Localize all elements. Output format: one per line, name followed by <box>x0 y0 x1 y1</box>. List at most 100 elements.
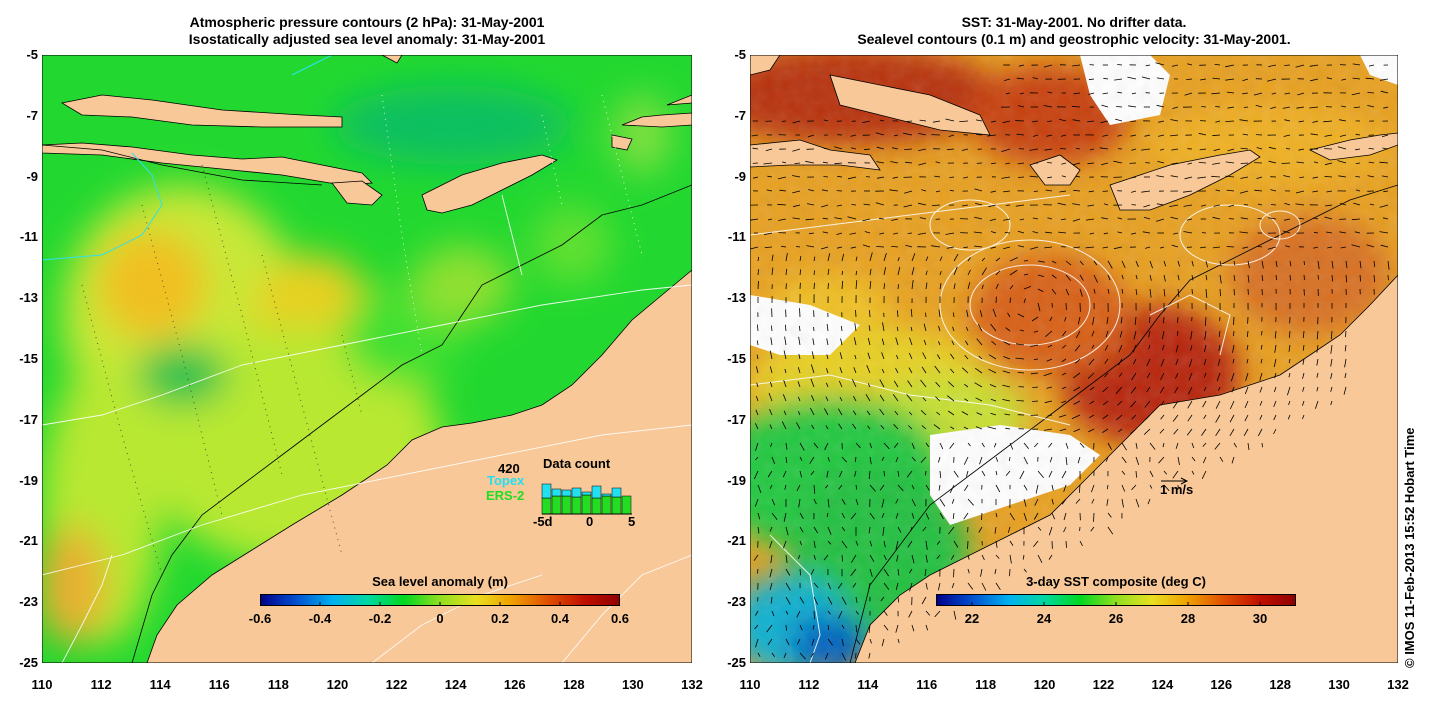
velocity-arrow <box>1015 357 1025 360</box>
velocity-arrow <box>1215 120 1221 123</box>
velocity-arrow <box>905 161 913 164</box>
velocity-arrow <box>1191 288 1193 295</box>
velocity-arrow <box>834 162 843 165</box>
velocity-arrow <box>1120 316 1123 324</box>
velocity-arrow <box>1215 400 1221 409</box>
velocity-arrow <box>827 268 830 276</box>
velocity-arrow <box>1009 297 1011 304</box>
velocity-arrow <box>813 326 815 332</box>
velocity-arrow <box>1330 344 1333 354</box>
velocity-arrow <box>1288 372 1291 378</box>
velocity-arrow <box>769 409 773 416</box>
velocity-arrow <box>924 568 927 577</box>
left-x-tick-7: 124 <box>444 677 467 692</box>
velocity-arrow <box>1205 260 1208 268</box>
velocity-arrow <box>908 411 913 416</box>
velocity-arrow <box>938 484 941 491</box>
velocity-arrow <box>1017 230 1025 234</box>
velocity-arrow <box>911 498 916 507</box>
velocity-arrow <box>1018 105 1025 108</box>
velocity-arrow <box>839 367 843 374</box>
velocity-arrow <box>1379 161 1389 164</box>
velocity-arrow <box>1058 414 1067 418</box>
velocity-arrow <box>1274 372 1277 379</box>
velocity-arrow <box>785 610 789 615</box>
velocity-arrow <box>897 596 900 603</box>
velocity-arrow <box>976 412 983 416</box>
velocity-arrow <box>939 498 946 507</box>
velocity-arrow <box>1228 204 1235 207</box>
velocity-arrow <box>1030 344 1039 347</box>
velocity-arrow <box>1159 428 1165 434</box>
velocity-arrow <box>1316 386 1319 392</box>
velocity-arrow <box>938 341 941 346</box>
velocity-arrow <box>1369 203 1375 206</box>
velocity-arrow <box>1240 162 1249 164</box>
velocity-arrow <box>867 383 871 388</box>
velocity-arrow <box>797 367 801 374</box>
left-y-tick-10: -25 <box>19 655 38 670</box>
velocity-arrow <box>1058 231 1067 234</box>
velocity-arrow <box>906 120 913 122</box>
velocity-arrow <box>1261 274 1264 282</box>
velocity-arrow <box>1212 134 1221 137</box>
velocity-arrow <box>1355 162 1361 164</box>
velocity-arrow <box>895 368 899 374</box>
velocity-arrow <box>1313 161 1319 164</box>
velocity-arrow <box>827 596 833 605</box>
velocity-arrow <box>1274 330 1277 339</box>
velocity-arrow <box>1199 246 1207 249</box>
velocity-arrow <box>1242 246 1249 249</box>
velocity-arrow <box>1033 512 1039 520</box>
velocity-arrow <box>811 395 815 402</box>
velocity-arrow <box>1058 118 1067 122</box>
velocity-arrow <box>1205 288 1208 298</box>
topex-bar <box>541 483 552 499</box>
velocity-arrow <box>879 379 885 388</box>
velocity-arrow <box>822 161 829 164</box>
velocity-arrow <box>1302 372 1305 379</box>
velocity-arrow <box>883 624 889 631</box>
right-y-tick-4: -13 <box>727 290 746 306</box>
velocity-arrow <box>1117 231 1123 234</box>
velocity-arrow <box>810 470 815 476</box>
right-x-tick-0: 110 <box>739 677 761 692</box>
velocity-arrow <box>1261 442 1263 448</box>
velocity-arrow <box>1033 358 1039 360</box>
left-colorbar-ticks: -0.6 -0.4 -0.2 0 0.2 0.4 0.6 <box>249 611 629 627</box>
velocity-arrow <box>1065 456 1068 466</box>
velocity-arrow <box>769 526 773 532</box>
velocity-arrow <box>1203 414 1207 420</box>
velocity-arrow <box>933 424 941 430</box>
velocity-arrow <box>838 484 843 490</box>
velocity-arrow <box>808 189 815 192</box>
velocity-arrow <box>953 253 959 262</box>
velocity-arrow <box>1091 344 1095 349</box>
velocity-arrow <box>807 203 815 206</box>
velocity-arrow <box>865 393 871 402</box>
velocity-arrow <box>906 394 913 402</box>
velocity-arrow <box>1072 203 1081 206</box>
velocity-arrow <box>1302 400 1305 406</box>
right-y-tick-7: -19 <box>727 472 746 488</box>
velocity-arrow <box>867 425 871 430</box>
velocity-arrow <box>953 470 959 478</box>
velocity-arrow <box>1173 232 1179 235</box>
velocity-arrow <box>799 596 805 604</box>
velocity-arrow <box>881 369 885 374</box>
left-x-tick-8: 126 <box>503 677 526 692</box>
velocity-arrow <box>918 133 927 136</box>
velocity-arrow <box>939 512 944 520</box>
velocity-arrow <box>784 484 787 490</box>
velocity-arrow <box>1240 217 1249 220</box>
velocity-arrow <box>1268 146 1277 150</box>
velocity-arrow <box>1121 484 1126 492</box>
velocity-arrow <box>794 162 801 164</box>
velocity-arrow <box>881 456 885 461</box>
velocity-arrow <box>779 189 787 192</box>
velocity-arrow <box>1044 428 1053 431</box>
velocity-arrow <box>892 394 899 402</box>
velocity-arrow <box>1368 64 1375 67</box>
ers2-label: ERS-2 <box>486 488 525 503</box>
velocity-arrow <box>878 217 885 220</box>
